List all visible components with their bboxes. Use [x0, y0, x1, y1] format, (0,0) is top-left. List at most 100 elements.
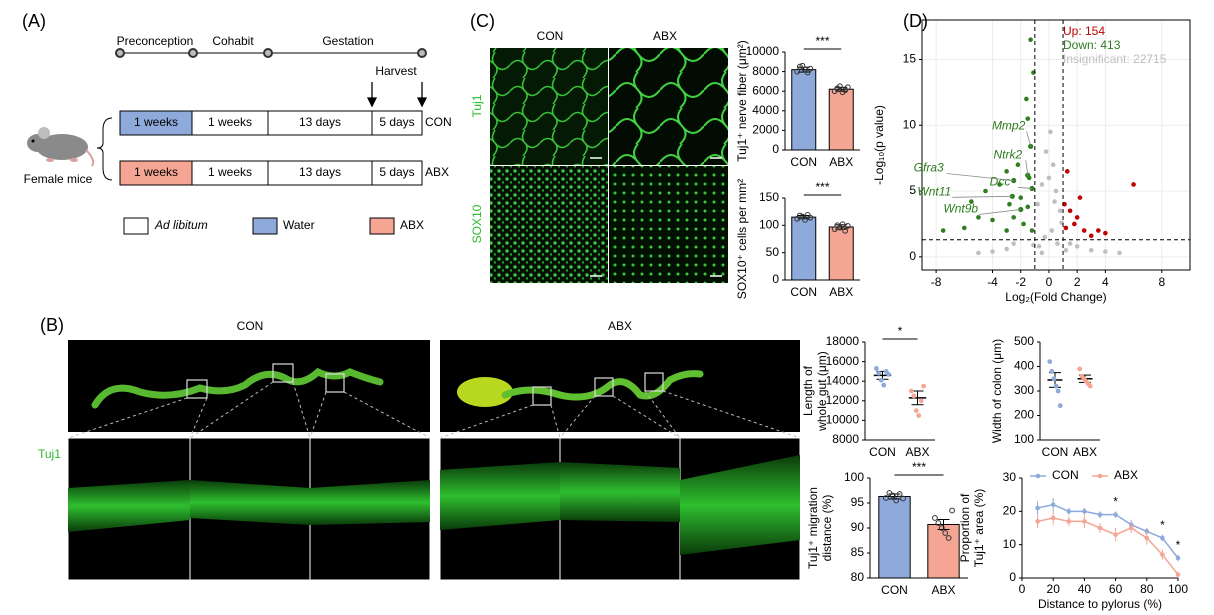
data-point	[976, 215, 981, 220]
data-point	[1087, 383, 1093, 389]
panel-label: (A)	[22, 11, 46, 31]
x-tick-label: ABX	[829, 285, 853, 299]
bar	[927, 524, 960, 579]
row-label: SOX10	[470, 204, 484, 243]
y-tick-label: 10	[903, 117, 917, 131]
data-point	[807, 214, 814, 221]
y-tick-label: 400	[1014, 359, 1034, 373]
data-point	[802, 216, 808, 223]
legend-label: Up: 154	[1063, 24, 1105, 38]
data-point	[911, 393, 917, 399]
x-tick-label: ABX	[829, 155, 853, 169]
y-tick-label: 10000	[746, 44, 780, 58]
micrograph	[490, 48, 608, 165]
harvest-label: Harvest	[375, 64, 417, 78]
data-point	[1048, 129, 1053, 135]
y-tick-label: 2000	[752, 123, 779, 137]
gene-label: Wnt11	[917, 184, 951, 198]
x-tick-label: ABX	[931, 583, 955, 597]
data-point	[1049, 369, 1055, 374]
data-point	[1175, 555, 1181, 561]
significance-label: ***	[815, 180, 829, 194]
data-point	[1077, 195, 1083, 200]
micrograph	[609, 48, 728, 165]
y-tick-label: 4000	[752, 103, 779, 117]
panel-a: (A) Preconception Cohabit Gestation Harv…	[22, 11, 452, 235]
data-point	[1063, 225, 1069, 231]
bar	[878, 496, 911, 579]
data-point	[1043, 149, 1049, 154]
gene-label: Dcc	[990, 175, 1011, 189]
y-tick-label: 500	[1014, 334, 1034, 348]
gene-label: Mmp2	[992, 118, 1026, 132]
y-tick-label: 100	[1014, 432, 1034, 446]
data-point	[794, 68, 801, 75]
data-point	[796, 63, 803, 70]
cell: 1 weeks	[208, 165, 252, 179]
data-point	[945, 535, 952, 541]
group-label: CON	[425, 115, 452, 129]
data-point	[893, 497, 900, 504]
bar	[791, 216, 817, 281]
data-point	[1064, 169, 1070, 174]
legend-label: Down: 413	[1063, 38, 1121, 52]
harvest-arrows	[366, 82, 428, 108]
series-line	[1037, 503, 1179, 559]
cell: 5 days	[379, 115, 414, 129]
data-point	[1074, 244, 1080, 249]
x-tick-label: 40	[1078, 582, 1092, 596]
gene-point	[1018, 206, 1024, 213]
data-point	[1051, 376, 1057, 382]
subject-label: Female mice	[24, 172, 93, 186]
data-point	[1055, 241, 1060, 246]
y-tick-label: 80	[851, 570, 865, 584]
significance-label: ***	[912, 460, 926, 474]
y-tick-label: 18000	[826, 334, 860, 348]
column-label: CON	[537, 29, 564, 43]
zoom-boxes	[186, 363, 664, 406]
data-point	[1117, 250, 1122, 256]
legend-label: Water	[283, 218, 315, 232]
data-point	[1024, 96, 1029, 102]
legend-label: CON	[1052, 468, 1079, 482]
x-tick-label: 0	[1019, 582, 1026, 596]
data-point	[1131, 182, 1136, 187]
mouse-icon	[27, 127, 95, 167]
gene-label: Ntrk2	[993, 147, 1022, 161]
data-point	[873, 366, 879, 371]
data-point	[1035, 201, 1040, 207]
data-point	[921, 383, 927, 389]
series-line	[1037, 517, 1179, 576]
data-point	[940, 228, 946, 233]
data-point	[1063, 247, 1069, 253]
y-tick-label: 6000	[752, 83, 779, 97]
gut	[501, 370, 704, 401]
data-point	[1144, 535, 1150, 541]
x-tick-label: CON	[1042, 445, 1069, 459]
y-axis-label: Proportion of	[958, 493, 972, 562]
data-point	[962, 225, 967, 231]
gene-leader	[1026, 131, 1031, 147]
phase-label: Gestation	[322, 34, 373, 48]
y-tick-label: 50	[766, 245, 780, 259]
x-tick-label: 100	[1168, 582, 1188, 596]
data-point	[1103, 230, 1108, 236]
y-tick-label: 300	[1014, 383, 1034, 397]
data-point	[807, 65, 814, 72]
gene-leader	[946, 173, 1014, 181]
data-point	[935, 520, 942, 526]
cecum	[457, 377, 513, 407]
x-tick-label: -4	[987, 275, 998, 289]
x-tick-label: ABX	[905, 445, 929, 459]
y-tick-label: 14000	[826, 373, 860, 387]
timeline-nodes	[115, 48, 427, 58]
legend-marker	[1035, 473, 1041, 479]
y-tick-label: 0	[772, 272, 779, 286]
y-axis-label: -Log₁₀(p value)	[872, 105, 886, 185]
data-point	[1050, 502, 1056, 507]
y-tick-label: 0	[909, 249, 916, 263]
data-point	[1029, 228, 1035, 233]
y-tick-label: 200	[1014, 408, 1034, 422]
data-point	[1097, 512, 1103, 517]
data-point	[900, 495, 906, 502]
